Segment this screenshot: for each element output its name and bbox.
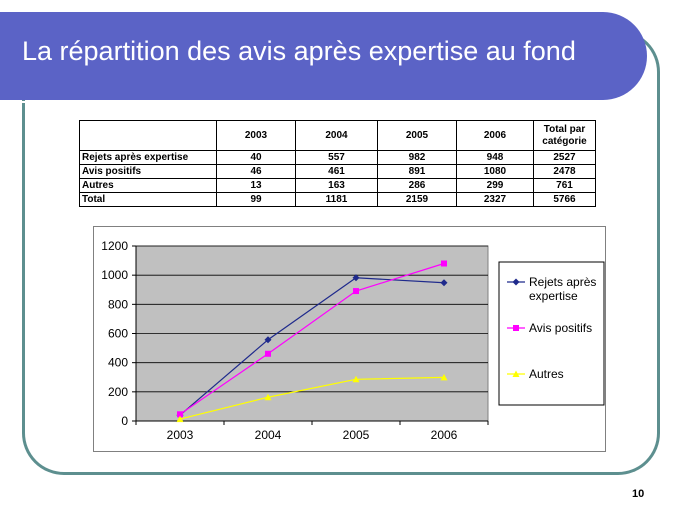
y-tick-label: 1000 — [101, 268, 128, 282]
legend-label: Autres — [529, 367, 564, 381]
data-point — [265, 350, 271, 357]
table-cell: 40 — [216, 150, 296, 165]
data-point — [177, 411, 183, 418]
table-cell: 761 — [533, 178, 596, 193]
table-row: Autres 13 163 286 299 761 — [79, 178, 596, 193]
table-header-cell — [79, 120, 217, 151]
row-label: Total — [79, 192, 217, 207]
table-cell: 46 — [216, 164, 296, 179]
table-cell: 557 — [295, 150, 378, 165]
table-cell: 982 — [377, 150, 457, 165]
y-tick-label: 200 — [108, 385, 128, 399]
data-point — [264, 393, 272, 401]
data-point — [352, 375, 360, 383]
table-cell: 2478 — [533, 164, 596, 179]
table-cell: 461 — [295, 164, 378, 179]
slide-title: La répartition des avis après expertise … — [22, 36, 576, 66]
table-header-cell: Total par catégorie — [533, 120, 596, 151]
legend-marker — [512, 278, 520, 286]
y-tick-label: 0 — [121, 414, 128, 428]
row-label: Avis positifs — [79, 164, 217, 179]
table-header-row: 2003 2004 2005 2006 Total par catégorie — [79, 120, 596, 151]
row-label: Autres — [79, 178, 217, 193]
y-tick-label: 400 — [108, 356, 128, 370]
table-cell: 2527 — [533, 150, 596, 165]
line-chart: 0 200 400 600 800 1000 1200 2003 2004 2005 2006 Rej… — [93, 226, 606, 452]
y-tick-label: 600 — [108, 327, 128, 341]
series-line-2 — [179, 376, 445, 420]
table-cell: 163 — [295, 178, 378, 193]
table-row: Rejets après expertise 40 557 982 948 25… — [79, 150, 596, 165]
table-row: Avis positifs 46 461 891 1080 2478 — [79, 164, 596, 179]
table-header-cell: 2006 — [456, 120, 534, 151]
table-cell: 2159 — [377, 192, 457, 207]
row-label: Rejets après expertise — [79, 150, 217, 165]
data-point — [353, 288, 359, 295]
x-tick-label: 2004 — [255, 428, 282, 442]
legend-label: Avis positifs — [529, 321, 592, 335]
chart-svg: 0 200 400 600 800 1000 1200 2003 2004 2005 2006 Rej… — [101, 239, 605, 442]
legend-marker — [512, 370, 520, 377]
table-cell: 5766 — [533, 192, 596, 207]
table-cell: 2327 — [456, 192, 534, 207]
y-tick-label: 800 — [108, 297, 128, 311]
data-point — [441, 260, 447, 267]
series-line-0 — [179, 277, 445, 416]
y-tick-label: 1200 — [101, 239, 128, 253]
x-tick-label: 2006 — [431, 428, 458, 442]
table-cell: 99 — [216, 192, 296, 207]
data-point — [440, 373, 448, 381]
data-point — [176, 415, 184, 423]
legend-marker — [513, 325, 519, 331]
table-cell: 948 — [456, 150, 534, 165]
table-cell: 1181 — [295, 192, 378, 207]
table-cell: 1080 — [456, 164, 534, 179]
title-banner — [0, 12, 647, 103]
table-cell: 299 — [456, 178, 534, 193]
table-row: Total 99 1181 2159 2327 5766 — [79, 192, 596, 207]
series-line-1 — [179, 262, 445, 415]
table-header-cell: 2003 — [216, 120, 296, 151]
data-point — [440, 279, 448, 287]
page-number: 10 — [632, 488, 645, 500]
legend-box — [498, 261, 605, 406]
table-header-cell: 2005 — [377, 120, 457, 151]
data-point — [264, 336, 272, 344]
x-tick-label: 2005 — [343, 428, 370, 442]
table-cell: 891 — [377, 164, 457, 179]
legend-label: Rejets après expertise — [529, 275, 596, 303]
table-header-cell: 2004 — [295, 120, 378, 151]
table-cell: 286 — [377, 178, 457, 193]
banner-underline — [0, 101, 610, 103]
data-point — [352, 274, 360, 282]
x-tick-label: 2003 — [167, 428, 194, 442]
data-table: 2003 2004 2005 2006 Total par catégorie … — [79, 120, 596, 207]
table-cell: 13 — [216, 178, 296, 193]
